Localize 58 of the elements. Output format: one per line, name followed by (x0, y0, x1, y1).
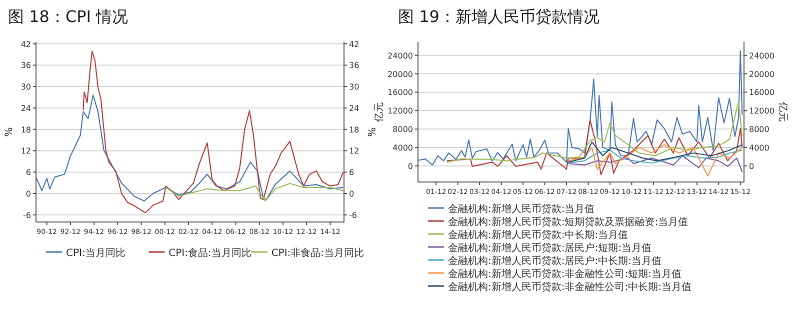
legend-label: 金融机构:新增人民币贷款:中长期:当月值 (448, 229, 628, 241)
legend-label: CPI:非食品:当月同比 (271, 247, 364, 259)
y2-tick-label: -6 (349, 210, 357, 220)
y2-tick-label: 12000 (749, 106, 774, 116)
line-series (82, 50, 344, 214)
y2-tick-label: 24 (349, 104, 360, 113)
y-tick-label: 24000 (388, 51, 413, 60)
legend-label: 金融机构:新增人民币贷款:短期贷款及票据融资:当月值 (448, 216, 688, 228)
y-tick-label: 4000 (392, 143, 413, 152)
y-axis-title: % (4, 127, 15, 137)
y2-tick-label: 20000 (749, 70, 774, 79)
y-tick-label: -6 (23, 210, 31, 220)
y-tick-label: 16000 (388, 88, 413, 98)
line-series (568, 150, 743, 164)
y-tick-label: 18 (20, 125, 31, 134)
y2-tick-label: 0 (349, 189, 354, 198)
y2-tick-label: 42 (349, 40, 360, 49)
y2-axis-title: % (365, 127, 376, 137)
y2-tick-label: 30 (349, 82, 360, 92)
line-series (568, 144, 743, 177)
y2-tick-label: 6 (349, 168, 354, 178)
legend-label: 金融机构:新增人民币贷款:当月值 (448, 203, 595, 215)
y-tick-label: 0 (26, 189, 31, 198)
y2-tick-label: 4000 (749, 143, 770, 152)
y-tick-label: 8000 (392, 125, 413, 134)
y-tick-label: 6 (26, 168, 31, 178)
y2-tick-label: 16000 (749, 88, 774, 98)
legend-label: CPI:食品:当月同比 (168, 247, 252, 259)
legend-label: 金融机构:新增人民币贷款:居民户:中长期:当月值 (448, 255, 662, 267)
y2-axis-title: 亿元 (777, 101, 788, 122)
y-tick-label: 12 (20, 146, 31, 156)
y-tick-label: 0 (408, 162, 413, 171)
y-axis-title: 亿元 (374, 102, 385, 123)
legend-label: 金融机构:新增人民币贷款:非金融性公司:中长期:当月值 (448, 281, 692, 293)
y2-tick-label: 18 (349, 125, 360, 134)
y2-tick-label: 24000 (749, 51, 774, 60)
y2-tick-label: 36 (349, 61, 360, 70)
y2-tick-label: 0 (749, 162, 754, 171)
chart-title: 图 19：新增人民币贷款情况 (398, 7, 600, 26)
line-series (568, 155, 743, 172)
y-tick-label: 20000 (388, 70, 413, 79)
line-series (446, 119, 743, 176)
y2-tick-label: 12 (349, 146, 360, 156)
y-tick-label: 24 (20, 104, 31, 113)
legend-label: CPI:当月同比 (66, 247, 126, 259)
legend-label: 金融机构:新增人民币贷款:非金融性公司:短期:当月值 (448, 268, 682, 280)
line-series (446, 100, 743, 163)
line-series (165, 182, 344, 202)
y-tick-label: 12000 (388, 106, 413, 116)
y2-tick-label: 8000 (749, 125, 770, 134)
y-tick-label: 30 (20, 82, 31, 92)
y-tick-label: 36 (20, 61, 31, 70)
line-series (35, 94, 344, 202)
chart-title: 图 18：CPI 情况 (8, 7, 128, 26)
y-tick-label: 42 (20, 40, 31, 49)
line-series (417, 50, 743, 166)
line-series (568, 141, 743, 163)
legend-label: 金融机构:新增人民币贷款:居民户:短期:当月值 (448, 242, 652, 254)
